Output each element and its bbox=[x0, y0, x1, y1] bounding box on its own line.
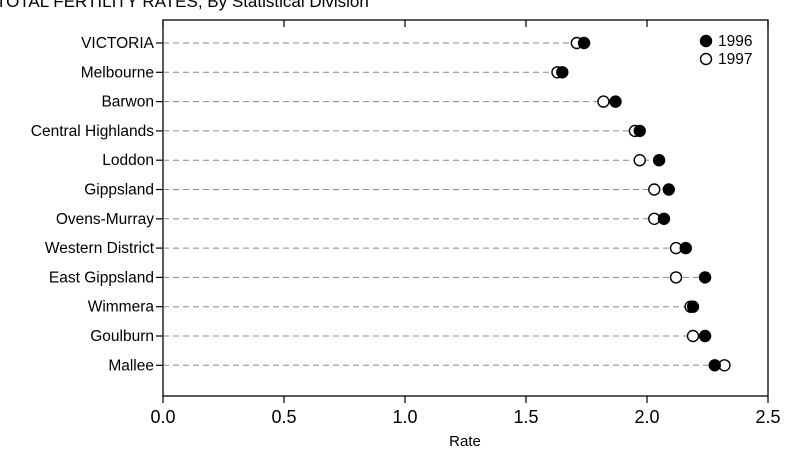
point-1996 bbox=[698, 329, 712, 343]
point-1996 bbox=[577, 36, 591, 50]
category-label: Melbourne bbox=[81, 64, 154, 81]
category-label: Central Highlands bbox=[31, 123, 154, 140]
category-label: Mallee bbox=[108, 357, 154, 374]
data-points bbox=[551, 36, 731, 372]
x-tick-label: 1.0 bbox=[392, 407, 417, 427]
legend-marker-1996 bbox=[699, 34, 713, 48]
point-1997 bbox=[686, 329, 700, 343]
x-tick-label: 1.5 bbox=[513, 407, 538, 427]
point-1996 bbox=[633, 124, 646, 138]
category-label: Goulburn bbox=[90, 328, 154, 345]
x-tick-label: 0.0 bbox=[150, 407, 175, 427]
x-tick-label: 2.5 bbox=[755, 407, 780, 427]
category-label: Barwon bbox=[101, 94, 154, 111]
plot-frame bbox=[162, 19, 769, 397]
x-axis-title: Rate bbox=[449, 433, 481, 450]
legend-label: 1996 bbox=[718, 33, 752, 50]
point-1996 bbox=[657, 212, 671, 226]
point-1997 bbox=[597, 95, 610, 108]
x-tick-label: 2.0 bbox=[634, 407, 659, 427]
chart-title: TOTAL FERTILITY RATES, By Statistical Di… bbox=[0, 0, 369, 11]
point-1997 bbox=[669, 271, 683, 284]
category-label: East Gippsland bbox=[49, 269, 154, 286]
point-1996 bbox=[652, 153, 666, 167]
category-label: Western District bbox=[45, 240, 155, 257]
point-1996 bbox=[679, 241, 692, 255]
category-label: Loddon bbox=[102, 152, 154, 169]
category-label: Gippsland bbox=[84, 182, 154, 199]
point-1997 bbox=[648, 183, 661, 196]
point-1996 bbox=[698, 271, 712, 284]
category-label: Ovens-Murray bbox=[56, 211, 154, 228]
category-labels: VICTORIA Melbourne Barwon Central Highlands… bbox=[31, 35, 155, 374]
leader-lines bbox=[156, 42, 719, 366]
legend-label: 1997 bbox=[718, 51, 752, 68]
category-label: VICTORIA bbox=[81, 35, 155, 52]
point-1996 bbox=[708, 359, 721, 372]
point-1996 bbox=[556, 66, 569, 79]
legend-marker-1997 bbox=[699, 52, 713, 66]
point-1997 bbox=[633, 153, 646, 167]
x-axis: 0.0 0.5 1.0 1.5 2.0 2.5 bbox=[150, 20, 781, 427]
x-tick-label: 0.5 bbox=[271, 407, 296, 427]
point-1996 bbox=[686, 300, 700, 313]
category-label: Wimmera bbox=[88, 299, 155, 316]
point-1996 bbox=[662, 183, 675, 196]
point-1996 bbox=[609, 95, 622, 108]
